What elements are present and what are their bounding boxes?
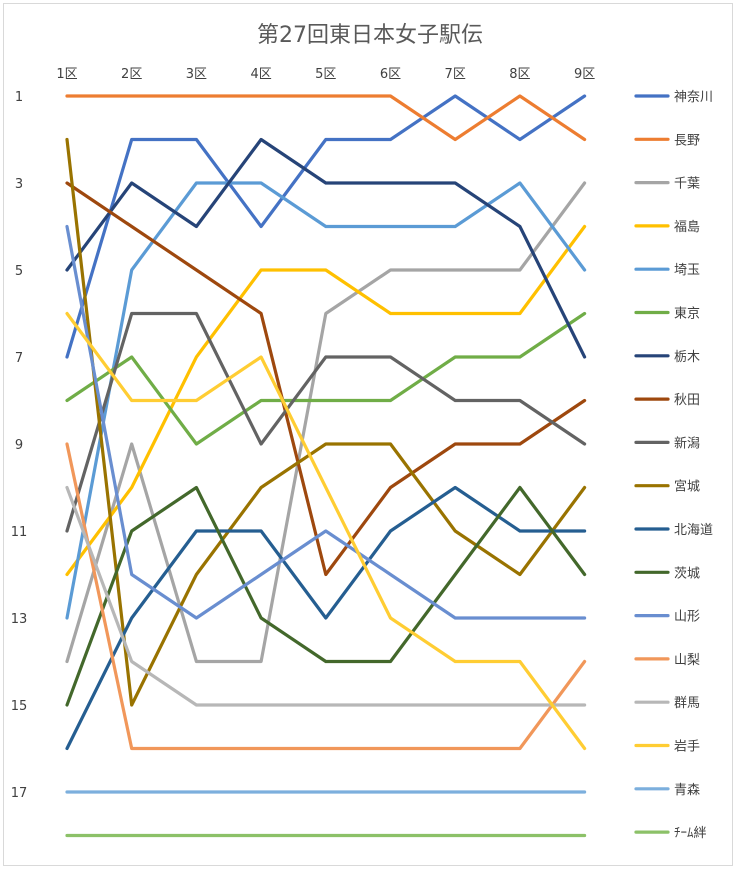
legend-label: 秋田 — [674, 393, 700, 408]
x-tick-label: 8区 — [509, 67, 530, 82]
series-line — [65, 485, 587, 707]
series-line — [65, 94, 587, 142]
legend-label: 新潟 — [674, 435, 700, 451]
series-line — [65, 137, 587, 707]
series-line — [65, 181, 587, 577]
y-tick-label: 15 — [11, 699, 28, 714]
series-lines — [65, 94, 587, 838]
series-line — [65, 442, 587, 751]
series-line — [65, 311, 587, 446]
x-tick-label: 7区 — [445, 67, 466, 82]
series-line — [65, 485, 587, 707]
legend-label: 栃木 — [674, 350, 700, 365]
y-tick-label: 9 — [15, 438, 23, 453]
y-tick-label: 11 — [11, 525, 28, 540]
y-tick-label: 5 — [15, 264, 23, 279]
y-tick-label: 13 — [11, 612, 28, 627]
x-tick-label: 1区 — [56, 67, 77, 82]
chart-title: 第27回東日本女子駅伝 — [257, 23, 483, 48]
series-line — [65, 311, 587, 533]
x-axis-ticks: 1区 2区 3区 4区 5区 6区 7区 8区 9区 — [56, 67, 595, 82]
legend-label: 埼玉 — [674, 263, 700, 278]
x-tick-label: 2区 — [121, 67, 142, 82]
legend-label: 山形 — [674, 610, 700, 625]
legend-label: 千葉 — [674, 177, 700, 192]
y-tick-label: 3 — [15, 177, 23, 192]
series-line — [65, 224, 587, 620]
x-tick-label: 6区 — [380, 67, 401, 82]
legend-label: 青森 — [674, 783, 700, 798]
legend-label: 宮城 — [674, 479, 700, 495]
series-line — [65, 311, 587, 751]
x-tick-label: 9区 — [574, 67, 595, 82]
series-line — [65, 94, 587, 359]
legend-label: 山梨 — [674, 653, 700, 668]
x-tick-label: 5区 — [315, 67, 336, 82]
legend-label: 長野 — [674, 133, 700, 148]
x-tick-label: 4区 — [250, 67, 271, 82]
y-tick-label: 1 — [15, 90, 23, 105]
legend-label: 福島 — [674, 220, 700, 235]
legend-label: ﾁｰﾑ絆 — [674, 826, 707, 841]
legend-label: 神奈川 — [674, 90, 713, 105]
legend-label: 岩手 — [674, 740, 700, 755]
y-tick-label: 7 — [15, 351, 23, 366]
y-tick-label: 17 — [11, 786, 28, 801]
legend-label: 東京 — [674, 306, 700, 322]
x-tick-label: 3区 — [186, 67, 207, 82]
series-line — [65, 224, 587, 577]
series-line — [65, 137, 587, 359]
legend-label: 茨城 — [674, 566, 700, 581]
legend-label: 北海道 — [674, 523, 713, 538]
legend-label: 群馬 — [674, 696, 700, 711]
